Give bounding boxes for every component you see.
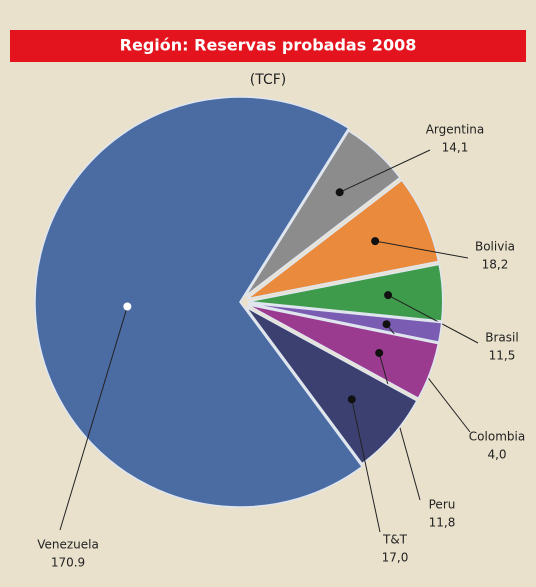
leader-line — [339, 149, 431, 193]
pie-slice — [244, 129, 401, 297]
slice-value: 170.9 — [51, 556, 85, 570]
leader-line — [375, 240, 469, 259]
leader-line — [387, 294, 479, 344]
leader-dot — [123, 302, 132, 311]
chart-title: Región: Reservas probadas 2008 — [120, 36, 417, 55]
pie-slice — [34, 96, 364, 508]
title-bar — [10, 30, 526, 62]
slice-label: Peru — [429, 498, 456, 512]
leader-dot — [335, 188, 344, 197]
slice-value: 11,8 — [429, 516, 456, 530]
slice-value: 4,0 — [487, 448, 506, 462]
leader-dot — [375, 348, 384, 357]
slice-label: Brasil — [485, 331, 518, 345]
slice-label: Colombia — [469, 430, 525, 444]
slice-value: 18,2 — [482, 258, 509, 272]
slice-value: 14,1 — [442, 141, 469, 155]
pie-slice — [245, 306, 418, 465]
leader-dot — [382, 320, 391, 329]
pie-slice — [246, 179, 440, 300]
slice-value: 17,0 — [382, 551, 409, 565]
leader-dot — [347, 395, 356, 404]
chart-subtitle: (TCF) — [250, 72, 286, 88]
slice-label: Argentina — [426, 123, 485, 137]
slice-label: Bolivia — [475, 240, 515, 254]
slice-value: 11,5 — [489, 349, 516, 363]
pie-slice — [247, 263, 444, 322]
leader-dot — [384, 291, 393, 300]
leader-line — [59, 306, 128, 531]
leader-dot — [371, 237, 380, 246]
leader-line — [351, 399, 381, 533]
pie-slice — [247, 304, 440, 400]
slice-label: Venezuela — [37, 538, 99, 552]
slice-label: T&T — [382, 533, 408, 547]
